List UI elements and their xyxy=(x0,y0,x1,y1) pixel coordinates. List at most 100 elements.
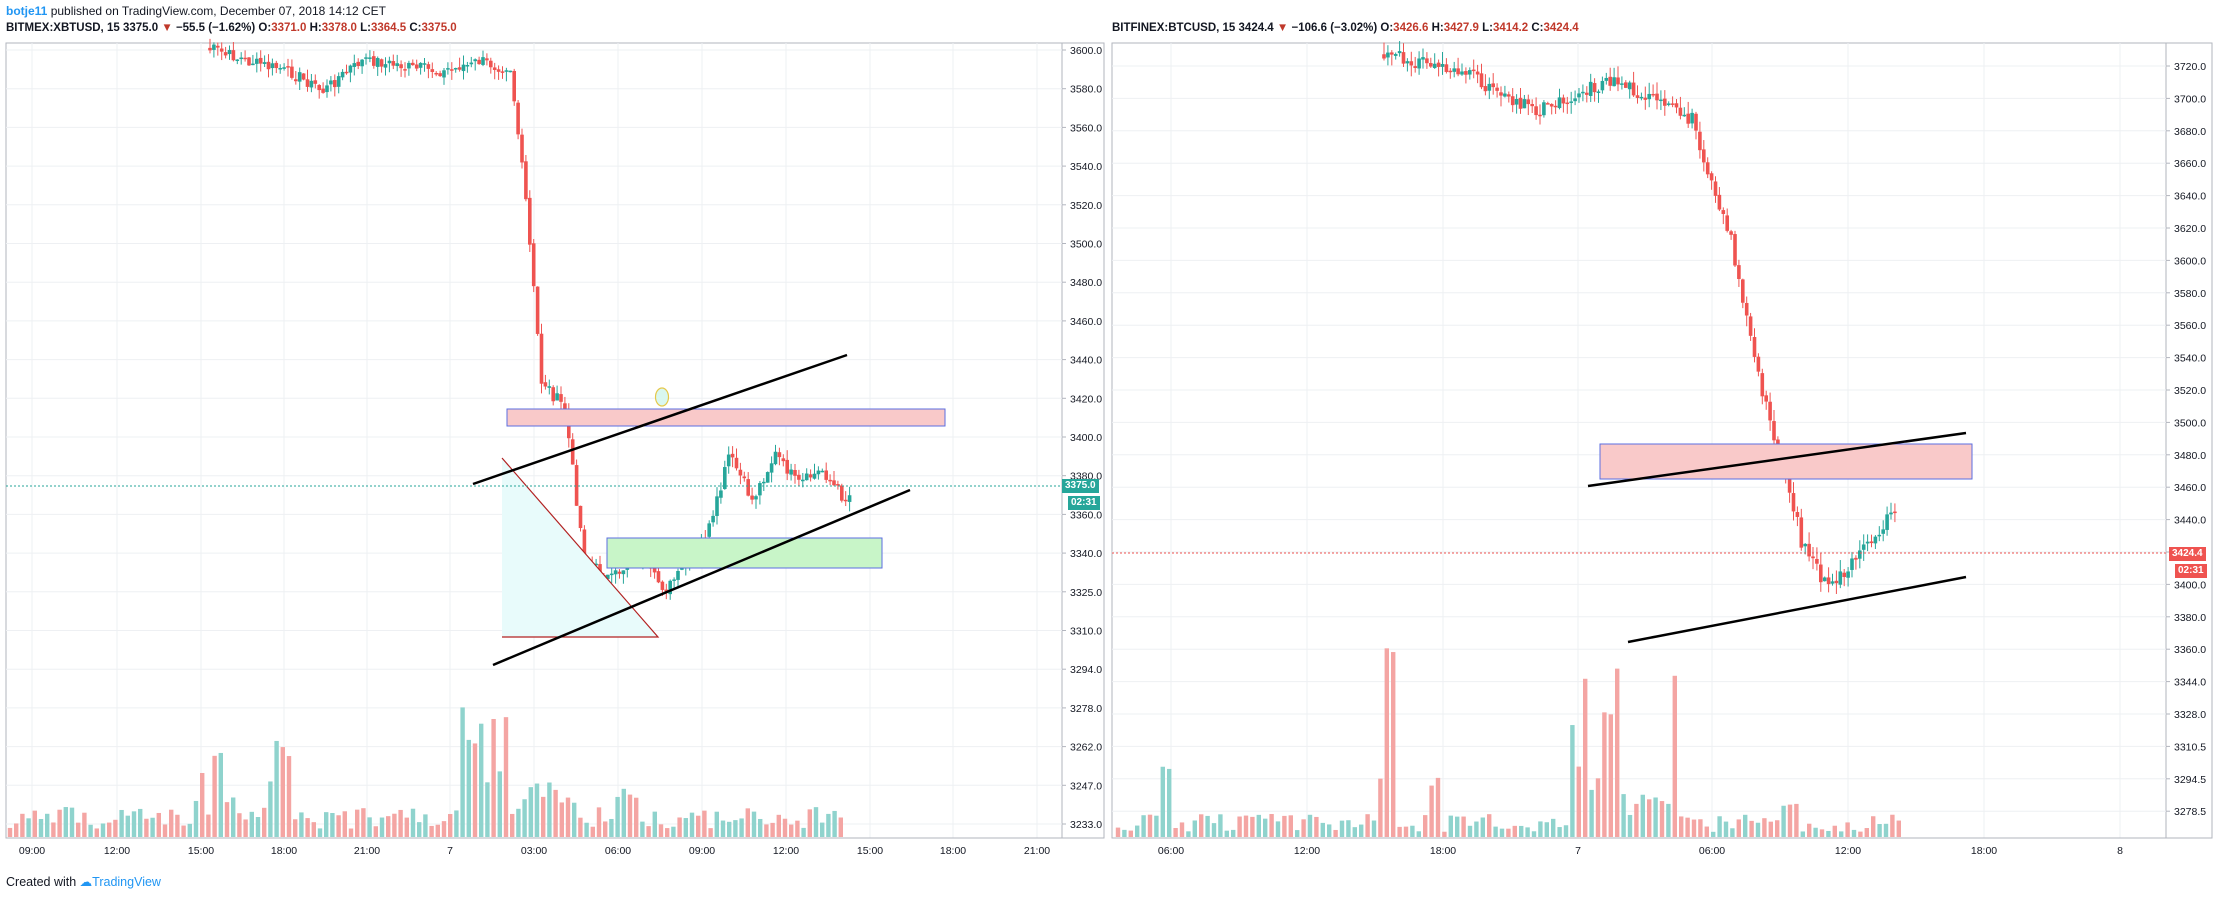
left-high: 3378.0 xyxy=(321,22,357,34)
resistance-zone xyxy=(506,408,946,427)
candle-body xyxy=(1413,66,1417,68)
candle-body xyxy=(1705,162,1710,175)
right-symbol[interactable]: BITFINEX:BTCUSD, 15 xyxy=(1112,22,1236,34)
x-tick-label: 15:00 xyxy=(857,845,883,857)
candle-body xyxy=(258,57,263,64)
x-tick-label: 06:00 xyxy=(605,845,631,857)
created-with-text: Created with xyxy=(6,875,77,889)
candle-body xyxy=(286,66,290,68)
candle-body xyxy=(1674,103,1679,108)
volume-bar xyxy=(795,820,800,837)
volume-bar xyxy=(1455,816,1460,837)
volume-bar xyxy=(1288,815,1293,837)
candle-body xyxy=(570,439,575,465)
candle-body xyxy=(606,574,610,580)
volume-bar xyxy=(1845,822,1850,837)
candle-body xyxy=(208,47,212,51)
candle-body xyxy=(801,479,805,482)
volume-bar xyxy=(727,821,732,837)
candle-body xyxy=(407,62,411,69)
volume-bar xyxy=(745,808,750,837)
volume-bar xyxy=(1115,827,1121,837)
volume-bar xyxy=(1423,815,1428,837)
left-chart-pane[interactable]: 3600.0 3580.0 3560.0 3540.0 3520.0 3500.0 3480… xyxy=(5,38,1105,857)
volume-bar xyxy=(1647,799,1652,837)
volume-bar xyxy=(38,818,44,837)
volume-bar xyxy=(1199,814,1204,837)
candle-body xyxy=(1405,61,1410,64)
volume-bar xyxy=(348,828,354,837)
candle-body xyxy=(1830,581,1835,584)
y-tick-label: 3340.0 xyxy=(1070,548,1102,560)
candle-body xyxy=(282,67,286,69)
x-tick-label: 06:00 xyxy=(1158,845,1184,857)
tradingview-logo-icon[interactable]: ☁ xyxy=(79,875,93,889)
candle-body xyxy=(1670,103,1675,105)
volume-bar xyxy=(1410,825,1415,837)
candle-body xyxy=(1475,71,1480,75)
volume-bar xyxy=(1435,777,1441,837)
volume-bar xyxy=(218,752,223,837)
volume-bar xyxy=(311,822,316,837)
volume-bar xyxy=(770,822,775,837)
volume-bar xyxy=(1736,819,1741,837)
candle-body xyxy=(1604,77,1609,81)
candle-body xyxy=(711,515,715,523)
candle-body xyxy=(1429,63,1433,67)
candle-body xyxy=(1542,102,1546,116)
candle-body xyxy=(715,496,719,516)
volume-bar xyxy=(150,817,155,837)
x-tick-label: 12:00 xyxy=(1294,845,1320,857)
candle-body xyxy=(1432,63,1437,68)
candle-body xyxy=(1627,82,1632,90)
candle-body xyxy=(719,490,723,498)
candle-body xyxy=(1889,512,1893,515)
left-symbol[interactable]: BITMEX:XBTUSD, 15 xyxy=(6,22,120,34)
y-tick-label: 3680.0 xyxy=(2174,126,2206,138)
candle-body xyxy=(352,63,357,67)
volume-bar xyxy=(330,813,335,837)
volume-bar xyxy=(1595,778,1601,837)
volume-bar xyxy=(1666,803,1671,837)
volume-bar xyxy=(652,811,657,837)
volume-bar xyxy=(1563,825,1569,837)
candle-body xyxy=(1663,98,1667,106)
volume-bar xyxy=(1570,725,1575,837)
volume-bar xyxy=(1691,819,1697,837)
candle-body xyxy=(1725,215,1729,231)
candle-body xyxy=(1471,69,1476,72)
volume-bar xyxy=(119,809,124,837)
y-tick-label: 3620.0 xyxy=(2174,223,2206,235)
candle-body xyxy=(1756,356,1761,372)
volume-bar xyxy=(1659,801,1665,837)
candle-body xyxy=(555,393,559,401)
volume-bar xyxy=(1263,818,1268,837)
y-tick-label: 3440.0 xyxy=(1070,355,1102,367)
volume-bar xyxy=(1832,825,1837,837)
right-chart-pane[interactable]: 3720.0 3700.0 3680.0 3660.0 3640.0 3620.0 3600… xyxy=(1111,41,2213,857)
candle-body xyxy=(1635,95,1640,98)
candle-body xyxy=(1479,73,1484,88)
candle-body xyxy=(668,580,672,595)
x-tick-label: 18:00 xyxy=(940,845,966,857)
candle-body xyxy=(1733,234,1737,266)
volume-bar xyxy=(249,811,254,837)
candle-body xyxy=(508,70,513,73)
volume-bar xyxy=(100,823,106,837)
candle-body xyxy=(1397,51,1402,54)
volume-bar xyxy=(1634,803,1639,837)
volume-bar xyxy=(665,828,670,837)
tradingview-link[interactable]: TradingView xyxy=(92,875,161,889)
candle-body xyxy=(758,483,762,496)
volume-bar xyxy=(94,828,99,837)
candle-body xyxy=(1811,556,1815,559)
candle-body xyxy=(543,382,548,387)
candle-body xyxy=(391,61,396,66)
author-link[interactable]: botje11 xyxy=(6,4,48,18)
volume-bar xyxy=(1807,823,1812,837)
volume-bar xyxy=(280,747,285,837)
candle-body xyxy=(773,451,778,465)
volume-bar xyxy=(398,809,403,837)
volume-bar xyxy=(26,818,31,837)
